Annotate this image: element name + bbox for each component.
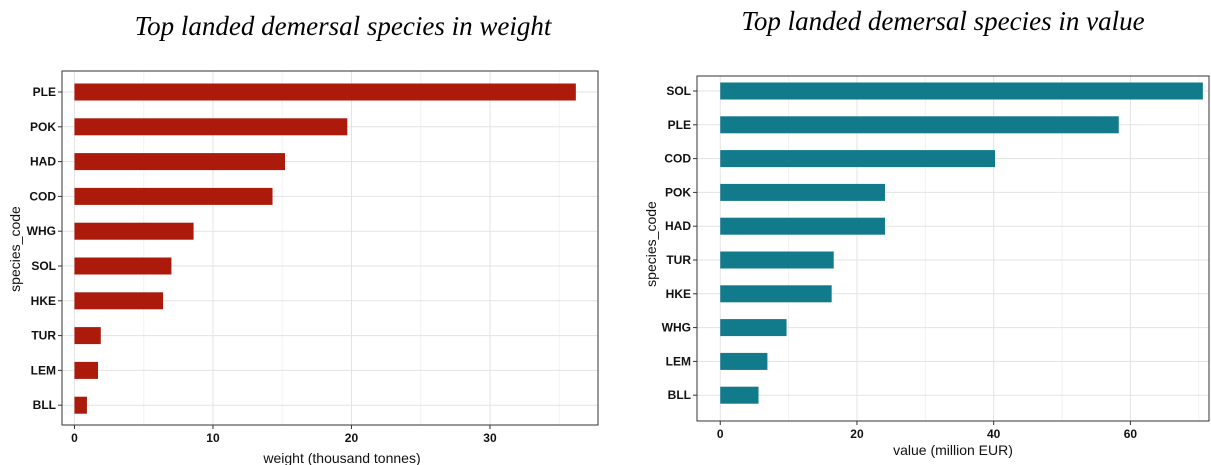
plot-frame bbox=[696, 75, 1210, 422]
bar-cod bbox=[74, 187, 273, 205]
bar-pok bbox=[74, 118, 348, 136]
x-tick-label: 20 bbox=[850, 427, 864, 441]
bar-tur bbox=[720, 251, 834, 269]
bar-bll bbox=[74, 396, 87, 414]
y-tick-label: COD bbox=[29, 189, 56, 203]
x-axis-label-weight: weight (thousand tonnes) bbox=[262, 450, 420, 465]
bar-had bbox=[74, 153, 285, 171]
y-tick-label: POK bbox=[30, 120, 56, 134]
bar-had bbox=[720, 217, 885, 235]
y-tick-label: TUR bbox=[31, 329, 56, 343]
y-tick-label: HAD bbox=[30, 155, 56, 169]
x-tick-label: 10 bbox=[206, 431, 220, 445]
x-tick-label: 60 bbox=[1124, 427, 1138, 441]
x-axis-label-value: value (million EUR) bbox=[893, 442, 1013, 458]
y-tick-label: TUR bbox=[666, 253, 691, 267]
bar-lem bbox=[720, 352, 768, 370]
chart-title-weight: Top landed demersal species in weight bbox=[135, 11, 553, 41]
bar-pok bbox=[720, 183, 885, 201]
y-axis-label-weight: species_code bbox=[7, 206, 23, 292]
y-tick-label: PLE bbox=[668, 118, 691, 132]
y-tick-label: LEM bbox=[666, 354, 691, 368]
y-tick-label: HKE bbox=[31, 294, 56, 308]
y-tick-label: POK bbox=[665, 185, 691, 199]
x-tick-label: 20 bbox=[345, 431, 359, 445]
y-tick-label: WHG bbox=[662, 321, 691, 335]
bar-tur bbox=[74, 327, 101, 345]
y-tick-label: SOL bbox=[666, 84, 691, 98]
bar-ple bbox=[74, 83, 576, 101]
bar-lem bbox=[74, 361, 99, 379]
bar-hke bbox=[720, 285, 832, 303]
bar-sol bbox=[74, 257, 172, 275]
bar-ple bbox=[720, 116, 1119, 134]
y-tick-label: HKE bbox=[666, 287, 691, 301]
bar-sol bbox=[720, 82, 1203, 100]
y-tick-label: WHG bbox=[27, 224, 56, 238]
x-tick-label: 30 bbox=[483, 431, 497, 445]
y-tick-label: LEM bbox=[31, 363, 56, 377]
bar-whg bbox=[720, 319, 787, 337]
y-axis-label-value: species_code bbox=[643, 201, 659, 287]
value-bar-chart: SOL PLE COD POK HAD TUR HKE WHG LEM BLL 0 20 40 60 bbox=[662, 75, 1210, 441]
y-tick-label: HAD bbox=[665, 219, 691, 233]
weight-bar-chart: PLE POK HAD COD WHG SOL HKE TUR LEM BLL 0 10 20 30 bbox=[27, 70, 599, 445]
x-tick-label: 0 bbox=[71, 431, 78, 445]
y-tick-label: PLE bbox=[33, 85, 56, 99]
plot-frame bbox=[61, 70, 599, 426]
x-tick-label: 40 bbox=[987, 427, 1001, 441]
bar-hke bbox=[74, 292, 164, 310]
y-tick-label: BLL bbox=[33, 398, 56, 412]
x-tick-label: 0 bbox=[717, 427, 724, 441]
chart-title-value: Top landed demersal species in value bbox=[741, 6, 1144, 36]
y-tick-label: SOL bbox=[31, 259, 56, 273]
y-tick-label: COD bbox=[664, 152, 691, 166]
bar-bll bbox=[720, 386, 759, 404]
bar-cod bbox=[720, 150, 996, 168]
bar-whg bbox=[74, 222, 194, 240]
y-tick-label: BLL bbox=[668, 388, 691, 402]
